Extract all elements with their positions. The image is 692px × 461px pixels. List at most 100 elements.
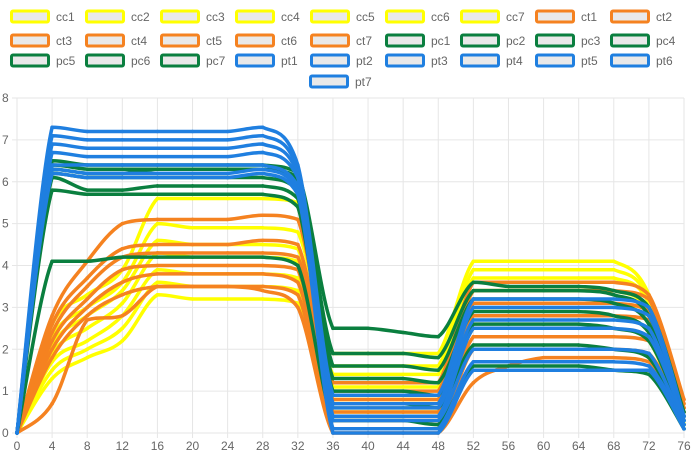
data-point[interactable]	[401, 414, 405, 419]
data-point[interactable]	[541, 309, 546, 314]
data-point[interactable]	[506, 368, 511, 372]
data-point[interactable]	[647, 297, 651, 301]
data-point[interactable]	[611, 347, 616, 352]
data-point[interactable]	[506, 276, 511, 280]
data-point[interactable]	[401, 372, 405, 377]
data-point[interactable]	[85, 154, 90, 159]
data-point[interactable]	[296, 288, 300, 293]
data-point[interactable]	[506, 360, 511, 364]
data-point[interactable]	[506, 288, 511, 293]
data-point[interactable]	[331, 431, 335, 435]
data-point[interactable]	[120, 246, 125, 251]
data-point[interactable]	[611, 293, 616, 297]
data-point[interactable]	[120, 138, 125, 142]
data-point[interactable]	[260, 284, 265, 289]
data-point[interactable]	[471, 326, 476, 331]
data-point[interactable]	[225, 242, 230, 247]
data-point[interactable]	[401, 401, 405, 406]
data-point[interactable]	[506, 334, 511, 339]
data-point[interactable]	[190, 196, 195, 201]
data-point[interactable]	[155, 217, 160, 222]
data-point[interactable]	[401, 380, 405, 385]
legend-item-pt5[interactable]: pt5	[535, 53, 599, 68]
data-point[interactable]	[506, 309, 511, 314]
data-point[interactable]	[190, 138, 195, 142]
data-point[interactable]	[576, 343, 581, 347]
data-point[interactable]	[225, 146, 230, 151]
data-point[interactable]	[576, 334, 581, 339]
data-point[interactable]	[366, 385, 370, 389]
data-point[interactable]	[506, 259, 511, 264]
data-point[interactable]	[331, 364, 335, 368]
data-point[interactable]	[576, 280, 581, 285]
data-point[interactable]	[225, 297, 230, 301]
legend-item-ct4[interactable]: ct4	[85, 33, 148, 48]
data-point[interactable]	[260, 142, 265, 146]
data-point[interactable]	[611, 313, 616, 318]
data-point[interactable]	[471, 318, 476, 322]
data-point[interactable]	[611, 267, 616, 272]
data-point[interactable]	[576, 326, 581, 331]
data-point[interactable]	[541, 355, 546, 360]
data-point[interactable]	[50, 401, 54, 406]
data-point[interactable]	[576, 288, 581, 293]
data-point[interactable]	[436, 406, 441, 410]
data-point[interactable]	[85, 276, 90, 280]
data-point[interactable]	[541, 267, 546, 272]
data-point[interactable]	[647, 351, 651, 356]
data-point[interactable]	[576, 267, 581, 272]
data-point[interactable]	[506, 343, 511, 347]
data-point[interactable]	[401, 376, 405, 381]
data-point[interactable]	[155, 146, 160, 151]
data-point[interactable]	[471, 305, 476, 310]
data-point[interactable]	[506, 280, 511, 285]
data-point[interactable]	[260, 196, 265, 201]
data-point[interactable]	[611, 259, 616, 264]
data-point[interactable]	[155, 238, 160, 243]
legend-item-cc7[interactable]: cc7	[460, 9, 526, 24]
data-point[interactable]	[190, 284, 195, 289]
data-point[interactable]	[611, 360, 616, 364]
data-point[interactable]	[647, 322, 651, 326]
data-point[interactable]	[85, 167, 90, 171]
data-point[interactable]	[190, 154, 195, 159]
data-point[interactable]	[260, 226, 265, 230]
data-point[interactable]	[155, 267, 160, 272]
data-point[interactable]	[225, 167, 230, 171]
data-point[interactable]	[576, 364, 581, 368]
data-point[interactable]	[225, 284, 230, 289]
data-point[interactable]	[225, 272, 230, 276]
data-point[interactable]	[120, 163, 125, 167]
data-point[interactable]	[120, 129, 125, 134]
data-point[interactable]	[401, 397, 405, 402]
data-point[interactable]	[85, 347, 90, 352]
data-point[interactable]	[296, 276, 300, 280]
data-point[interactable]	[436, 380, 441, 385]
series-line-pt1[interactable]	[15, 125, 686, 435]
data-point[interactable]	[366, 397, 370, 402]
data-point[interactable]	[541, 334, 546, 339]
data-point[interactable]	[260, 175, 265, 180]
data-point[interactable]	[120, 293, 125, 297]
legend-item-pc7[interactable]: pc7	[160, 53, 226, 68]
data-point[interactable]	[50, 376, 54, 381]
data-point[interactable]	[541, 368, 546, 372]
data-point[interactable]	[471, 280, 476, 285]
data-point[interactable]	[506, 305, 511, 310]
data-point[interactable]	[366, 389, 370, 393]
data-point[interactable]	[331, 351, 335, 356]
data-point[interactable]	[541, 318, 546, 322]
data-point[interactable]	[366, 431, 370, 435]
data-point[interactable]	[366, 406, 370, 410]
legend-item-ct6[interactable]: ct6	[235, 33, 298, 48]
data-point[interactable]	[576, 355, 581, 360]
data-point[interactable]	[366, 364, 370, 368]
data-point[interactable]	[401, 410, 405, 414]
legend-item-cc2[interactable]: cc2	[85, 9, 151, 24]
data-point[interactable]	[155, 175, 160, 180]
legend-item-pt4[interactable]: pt4	[460, 53, 524, 68]
data-point[interactable]	[366, 401, 370, 406]
data-point[interactable]	[85, 146, 90, 151]
data-point[interactable]	[85, 138, 90, 142]
data-point[interactable]	[190, 192, 195, 197]
